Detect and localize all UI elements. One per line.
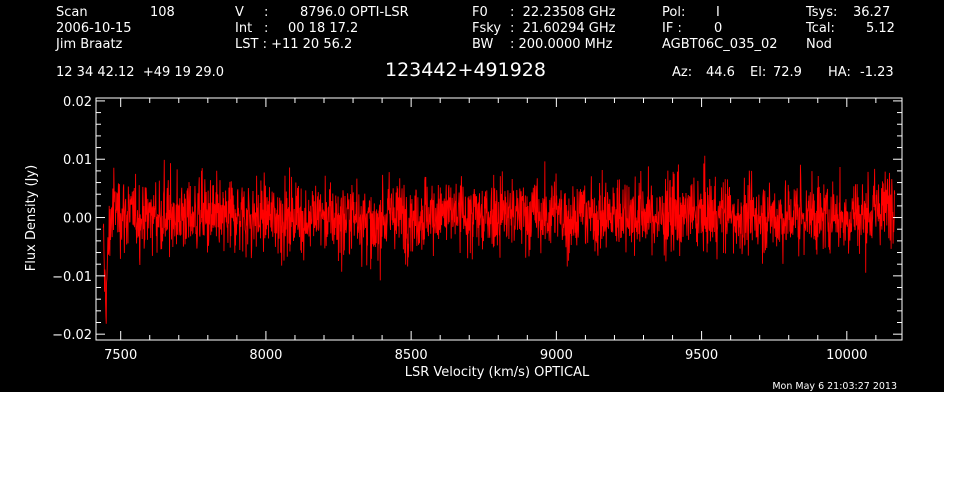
x-tick-label: 10000 <box>826 348 867 363</box>
hour-angle-value: -1.23 <box>860 65 894 80</box>
azimuth-label: Az: <box>672 65 693 80</box>
source-coordinates: 12 34 42.12 +49 19 29.0 <box>56 65 225 80</box>
pol-value: I <box>716 5 720 20</box>
x-tick-label: 7500 <box>104 348 137 363</box>
tcal-label: Tcal: <box>806 21 835 36</box>
f0-label: F0 <box>472 5 488 20</box>
y-tick-label: 0.01 <box>63 153 92 168</box>
nod-mode: Nod <box>806 37 832 52</box>
fsky-label: Fsky <box>472 21 502 36</box>
source-name: 123442+491928 <box>385 59 546 81</box>
x-tick-label: 8500 <box>395 348 428 363</box>
x-tick-label: 9500 <box>685 348 718 363</box>
y-tick-label: 0.02 <box>63 95 92 110</box>
x-tick-label: 8000 <box>249 348 282 363</box>
fsky-value: : 21.60294 GHz <box>510 21 616 36</box>
azimuth-value: 44.6 <box>706 65 735 80</box>
tick-label-layer: 7500 8000 8500 9000 9500 10000 −0.02 −0.01 0.00 0… <box>52 95 867 363</box>
if-label: IF : <box>662 21 682 36</box>
velocity-colon: : <box>264 5 269 20</box>
bandwidth-label: BW <box>472 37 494 52</box>
lst-readout: LST : +11 20 56.2 <box>235 37 353 52</box>
y-tick-label: −0.01 <box>52 270 92 285</box>
plot-axes-frame <box>95 97 903 341</box>
integration-colon: : <box>264 21 269 36</box>
scan-label: Scan <box>56 5 88 20</box>
f0-value: : 22.23508 GHz <box>510 5 616 20</box>
spectrum-chart: 7500 8000 8500 9000 9500 10000 −0.02 −0.01 0.00 0… <box>24 95 903 392</box>
if-value: 0 <box>714 21 723 36</box>
pol-label: Pol: <box>662 5 686 20</box>
x-axis-title: LSR Velocity (km/s) OPTICAL <box>405 365 590 380</box>
plot-timestamp: Mon May 6 21:03:27 2013 <box>772 381 897 392</box>
integration-label: Int <box>235 21 253 36</box>
spectrum-line <box>102 155 896 324</box>
tick-layer <box>96 98 902 340</box>
spectrum-trace-layer <box>102 155 896 324</box>
observation-date: 2006-10-15 <box>56 21 132 36</box>
observer-name: Jim Braatz <box>56 37 123 52</box>
tcal-value: 5.12 <box>866 21 895 36</box>
hour-angle-label: HA: <box>828 65 851 80</box>
tsys-value: 36.27 <box>853 5 891 20</box>
x-tick-label: 9000 <box>540 348 573 363</box>
bandwidth-value: : 200.0000 MHz <box>510 37 613 52</box>
velocity-value: 8796.0 OPTI-LSR <box>300 5 409 20</box>
tsys-label: Tsys: <box>806 5 838 20</box>
integration-value: 00 18 17.2 <box>288 21 359 36</box>
elevation-value: 72.9 <box>773 65 802 80</box>
elevation-label: El: <box>750 65 767 80</box>
y-tick-label: 0.00 <box>63 212 92 227</box>
velocity-label: V <box>235 5 244 20</box>
project-id: AGBT06C_035_02 <box>662 37 778 52</box>
scan-value: 108 <box>150 5 175 20</box>
y-tick-label: −0.02 <box>52 328 92 343</box>
plot-panel <box>0 0 944 392</box>
y-axis-title: Flux Density (Jy) <box>24 165 39 271</box>
